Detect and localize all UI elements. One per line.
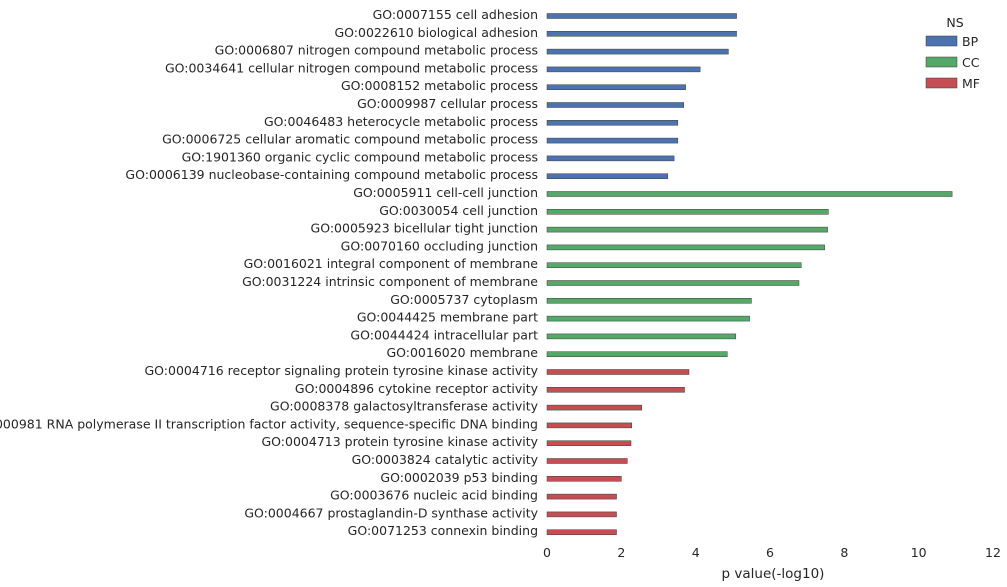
bar-cc [546,280,800,286]
legend-entries: BP CC MF [925,34,980,91]
category-label: GO:0016020 membrane [386,345,538,360]
legend-label-mf: MF [962,76,980,91]
category-label: GO:0004896 cytokine receptor activity [295,381,539,396]
bar-mf [546,440,632,446]
category-label: GO:0006139 nucleobase-containing compoun… [125,167,538,182]
legend-swatch-mf [925,77,958,89]
category-label: GO:0030054 cell junction [379,203,538,218]
category-label: GO:0044424 intracellular part [350,327,538,342]
x-tick-label: 12 [985,545,1001,560]
bar-cc [546,351,728,357]
x-tick-label: 10 [911,545,927,560]
category-label: GO:0070160 occluding junction [341,238,538,253]
category-labels: GO:0007155 cell adhesion GO:0022610 biolo… [0,7,539,538]
bar-cc [546,226,828,233]
bar-bp [546,173,669,179]
bar-cc [546,262,802,268]
category-label: GO:0005911 cell-cell junction [353,185,538,200]
category-label: GO:0004667 prostaglandin-D synthase acti… [244,505,538,520]
x-tick-label: 8 [840,545,848,560]
category-label: GO:0008378 galactosyltransferase activit… [270,399,539,414]
category-label: GO:0008152 metabolic process [341,78,538,93]
bar-bp [546,120,679,126]
category-label: GO:0044425 membrane part [357,310,538,325]
category-label: GO:0009987 cellular process [357,96,538,111]
category-label: GO:0016021 integral component of membran… [244,256,539,271]
bar-bp [546,84,686,90]
category-label: GO:0031224 intrinsic component of membra… [242,274,538,289]
category-label: GO:0006807 nitrogen compound metabolic p… [215,43,538,58]
bar-mf [546,476,622,482]
bar-cc [546,209,829,215]
bar-cc [546,244,825,251]
x-tick-label: 6 [766,545,774,560]
x-axis: 0 2 4 6 8 10 12 [543,545,1001,560]
category-label: GO:0006725 cellular aromatic compound me… [162,132,538,147]
category-label: GO:0005923 bicellular tight junction [311,221,538,236]
bar-cc [546,315,750,322]
bar-mf [546,529,617,535]
bar-mf [546,422,632,429]
legend-label-cc: CC [962,55,980,70]
bar-mf [546,387,685,393]
x-tick-label: 0 [543,545,551,560]
category-label: GO:0034641 cellular nitrogen compound me… [165,60,538,75]
category-label: GO:1901360 organic cyclic compound metab… [182,149,538,164]
bar-bp [546,137,679,144]
category-label: GO:0005737 cytoplasm [390,292,538,307]
bar-bp [546,48,729,55]
category-label: GO:0046483 heterocycle metabolic process [264,114,538,129]
category-label: GO:0007155 cell adhesion [373,7,538,22]
bar-bp [546,13,737,19]
bar-cc [546,298,752,304]
category-label: GO:0071253 connexin binding [348,523,538,538]
category-label: GO:0002039 p53 binding [380,470,538,485]
x-tick-label: 2 [617,545,625,560]
legend-swatch-bp [925,35,958,47]
bar-bp [546,155,675,162]
x-tick-label: 4 [692,545,700,560]
bars-layer [546,13,953,535]
bar-bp [546,66,701,73]
bar-mf [546,369,690,375]
bar-cc [546,191,953,197]
bar-mf [546,511,617,518]
category-label: GO:0003824 catalytic activity [352,452,539,467]
bar-mf [546,493,617,500]
category-label: GO:0022610 biological adhesion [335,25,539,40]
bar-mf [546,458,628,464]
x-axis-label: p value(-log10) [722,566,825,582]
category-label: GO:0003676 nucleic acid binding [330,488,538,503]
bar-bp [546,102,685,108]
bar-cc [546,333,737,340]
bar-bp [546,31,737,37]
legend-title: NS [946,15,963,30]
legend-label-bp: BP [962,34,979,49]
bar-mf [546,404,643,411]
category-label: GO:0004713 protein tyrosine kinase activ… [262,434,539,449]
category-label: GO:0000981 RNA polymerase II transcripti… [0,416,538,431]
category-label: GO:0004716 receptor signaling protein ty… [145,363,539,378]
legend-swatch-cc [925,56,958,68]
legend: NS BP CC MF [925,15,980,91]
